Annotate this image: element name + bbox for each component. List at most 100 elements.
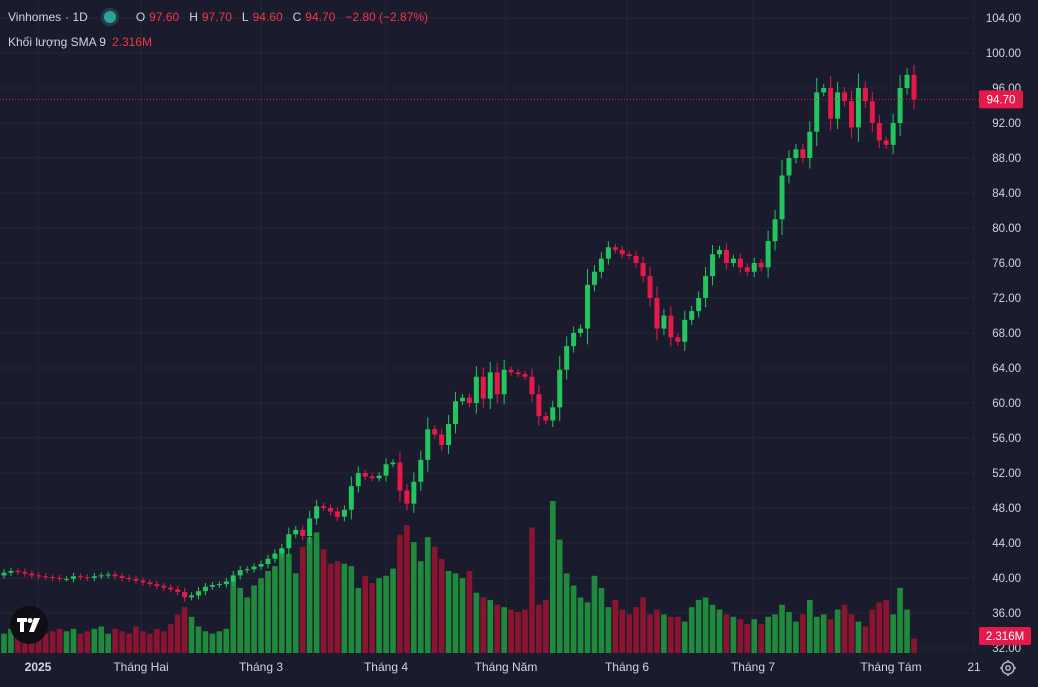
candle-body <box>786 158 792 176</box>
y-tick-label: 40.00 <box>992 573 1021 585</box>
volume-bar <box>473 592 480 653</box>
candle-body <box>84 577 90 579</box>
candle-body <box>487 372 493 399</box>
candle-body <box>578 328 584 333</box>
candle-body <box>737 258 743 268</box>
candle-body <box>536 394 542 417</box>
volume-bar <box>772 614 778 653</box>
candle-body <box>314 506 320 519</box>
candle-body <box>654 298 660 329</box>
symbol-name[interactable]: Vinhomes <box>8 10 62 24</box>
candle-body <box>133 578 139 581</box>
candle-body <box>327 508 333 512</box>
tradingview-logo-icon[interactable] <box>10 606 48 644</box>
x-tick-label: Tháng Năm <box>475 660 538 674</box>
open-label: O <box>135 10 146 24</box>
volume-bar <box>49 631 56 653</box>
candle-body <box>904 74 910 88</box>
volume-bar <box>397 534 403 653</box>
candle-body <box>77 576 83 578</box>
volume-bar <box>765 616 771 653</box>
candle-body <box>64 578 70 580</box>
volume-bar <box>411 542 417 653</box>
candle-body <box>140 580 146 583</box>
volume-bar <box>661 614 667 653</box>
high-value: 97.70 <box>201 10 232 24</box>
interval[interactable]: · 1D <box>65 10 88 24</box>
candle-body <box>119 576 125 578</box>
volume-bar <box>390 568 396 653</box>
volume-bar <box>577 597 584 653</box>
candle-body <box>661 315 667 329</box>
legend-header: Vinhomes · 1D O 97.60 H 97.70 L 94.60 C 94.7… <box>8 10 428 24</box>
volume-bar <box>695 599 702 653</box>
candle-body <box>619 249 625 255</box>
change-value: −2.80 (−2.87%) <box>345 10 429 24</box>
candle-body <box>98 575 104 577</box>
candle-body <box>730 258 736 263</box>
candle-body <box>828 88 834 119</box>
volume-bar <box>126 633 132 653</box>
volume-bar <box>376 578 382 653</box>
volume-bar <box>515 611 521 653</box>
volume-bar <box>8 628 14 653</box>
candle-body <box>189 595 195 598</box>
candle-body <box>897 88 903 123</box>
candle-body <box>911 74 917 100</box>
candle-body <box>633 256 639 263</box>
candle-body <box>758 263 764 268</box>
candle-body <box>480 376 486 399</box>
candle-body <box>348 486 354 510</box>
candle-body <box>321 506 327 508</box>
volume-bar <box>1 633 7 653</box>
x-tick-label: Tháng 4 <box>364 660 408 674</box>
candles <box>1 64 917 602</box>
volume-legend: Khối lượng SMA 9 2.316M <box>8 35 152 49</box>
candle-body <box>710 254 716 277</box>
volume-bar <box>737 619 744 653</box>
candle-body <box>689 311 695 320</box>
volume-label: 2.316M <box>986 631 1024 643</box>
volume-bar <box>286 554 292 653</box>
volume-bar <box>897 587 903 653</box>
candle-body <box>453 401 459 424</box>
volume-bar <box>709 604 716 653</box>
candle-body <box>675 337 681 342</box>
volume-bar <box>244 597 250 653</box>
candle-body <box>571 333 577 347</box>
candle-body <box>446 424 452 445</box>
volume-bar <box>348 566 355 653</box>
gear-icon[interactable] <box>999 659 1017 677</box>
x-tick-label: Tháng 6 <box>605 660 649 674</box>
candle-body <box>8 571 14 573</box>
x-tick-label: 21 <box>967 660 981 674</box>
candle-body <box>15 571 21 572</box>
volume-indicator-label[interactable]: Khối lượng SMA 9 <box>8 35 106 49</box>
high-label: H <box>189 10 198 24</box>
y-tick-label: 56.00 <box>992 433 1021 445</box>
volume-bar <box>133 626 139 653</box>
open-value: 97.60 <box>149 10 180 24</box>
candle-body <box>640 263 646 277</box>
candle-body <box>383 464 389 476</box>
candle-body <box>22 571 28 574</box>
volume-bar <box>862 626 869 653</box>
volume-bar <box>327 563 334 653</box>
candle-body <box>800 149 806 158</box>
volume-bar <box>299 546 306 653</box>
volume-bar <box>188 616 195 653</box>
candle-body <box>598 258 604 272</box>
volume-bar <box>216 631 223 653</box>
candle-body <box>112 574 118 577</box>
volume-bar <box>688 607 695 653</box>
candle-body <box>293 529 299 535</box>
volume-bar <box>42 633 49 653</box>
x-tick-label: Tháng Hai <box>113 660 168 674</box>
volume-bar <box>758 624 764 653</box>
volume-bar <box>251 585 257 653</box>
candle-body <box>36 575 42 577</box>
volume-bar <box>438 558 445 653</box>
candle-body <box>765 241 771 268</box>
volume-bar <box>70 628 77 653</box>
